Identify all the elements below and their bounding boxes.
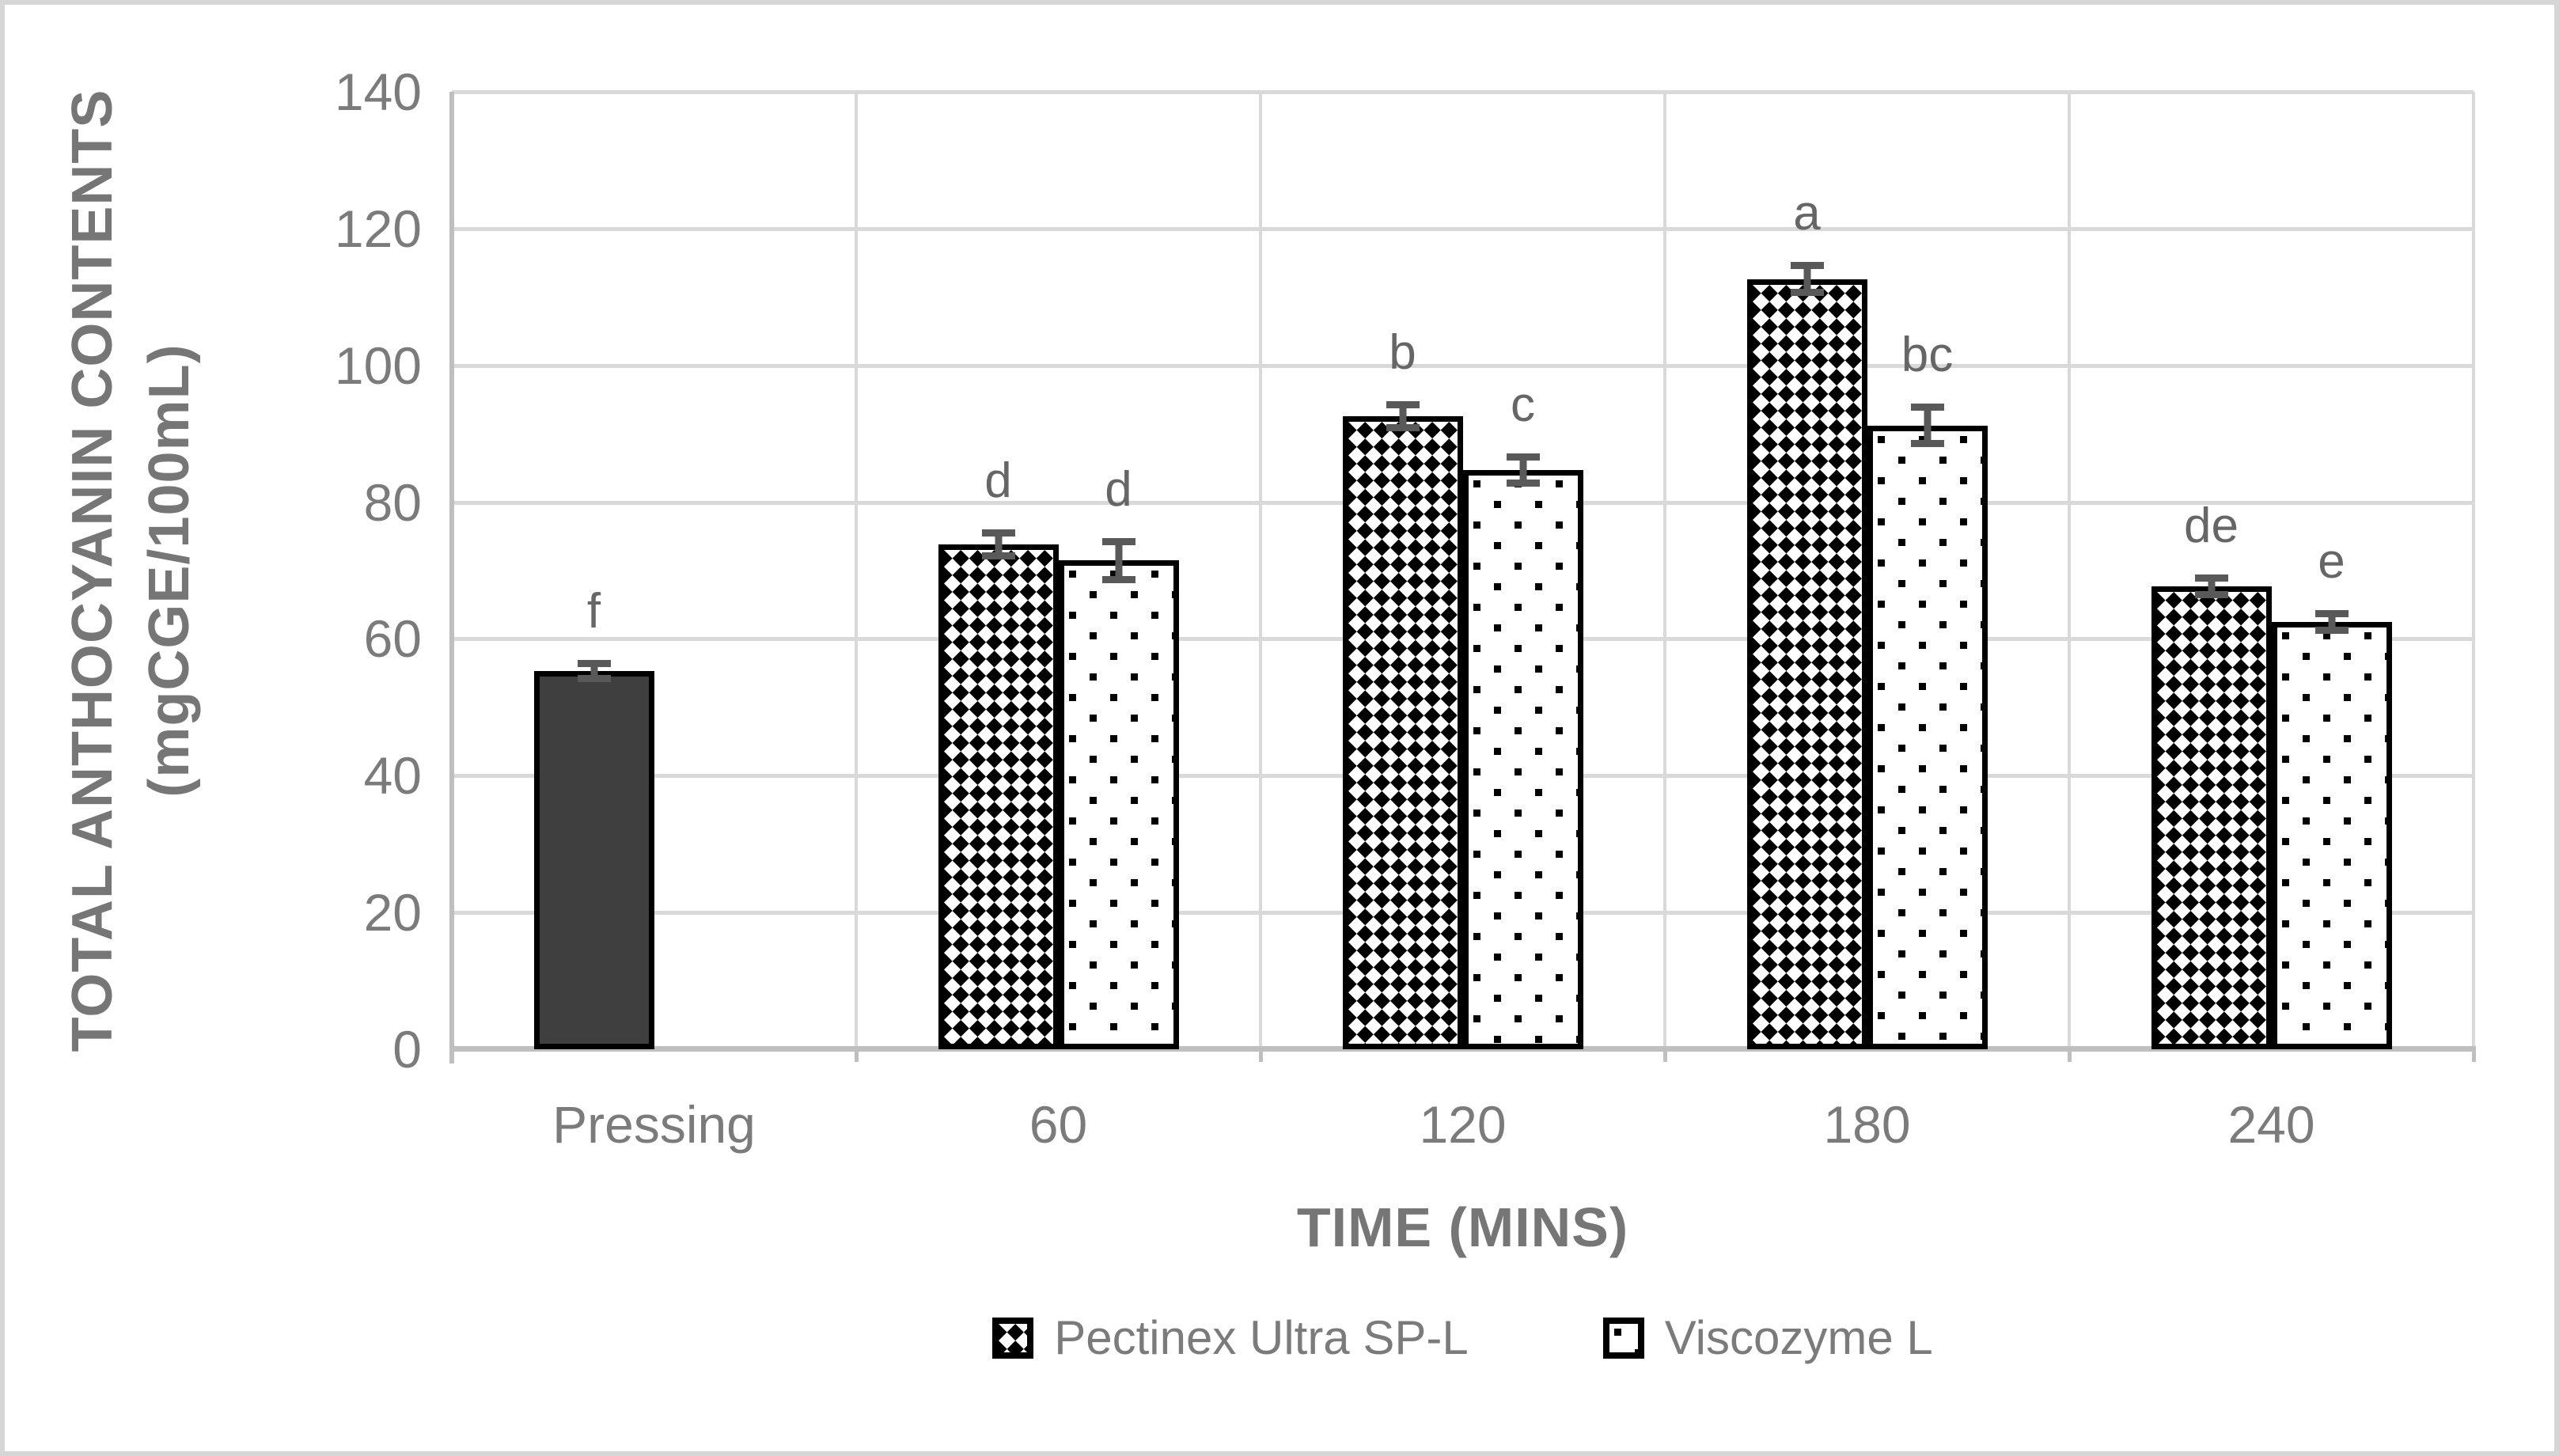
- legend-item-pectinex: Pectinex Ultra SP-L: [992, 1314, 1469, 1362]
- bar-120-1: [1462, 470, 1583, 1049]
- vgridline: [855, 92, 858, 1049]
- axis-tick: [450, 1049, 454, 1062]
- x-tick-label: Pressing: [552, 1095, 756, 1154]
- error-bar: [1101, 537, 1135, 583]
- error-bar: [2194, 574, 2228, 598]
- y-tick-label: 40: [363, 746, 422, 806]
- hgridline: [452, 363, 2474, 368]
- significance-letter: d: [1105, 461, 1132, 517]
- axis-tick: [1663, 1049, 1667, 1062]
- significance-letter: f: [586, 584, 601, 639]
- y-axis-title-line1: TOTAL ANTHOCYANIN CONTENTS: [60, 89, 124, 1052]
- legend-item-viscozyme: Viscozyme L: [1602, 1311, 1933, 1364]
- y-axis-line: [449, 92, 454, 1064]
- significance-letter: b: [1389, 324, 1416, 380]
- y-tick-label: 120: [334, 199, 422, 258]
- bar-180-1: [1867, 426, 1988, 1049]
- axis-tick: [855, 1049, 859, 1062]
- error-bar: [1790, 262, 1824, 297]
- plot-area: f d d b c a bc de e: [449, 90, 2476, 1064]
- error-bar: [1386, 400, 1420, 431]
- y-tick-label: 80: [363, 472, 422, 532]
- x-tick-label: 120: [1419, 1095, 1507, 1154]
- vgridline: [2472, 92, 2475, 1049]
- error-bar: [1910, 404, 1944, 448]
- y-tick-label: 100: [334, 336, 422, 395]
- legend-label-pectinex: Pectinex Ultra SP-L: [1054, 1311, 1469, 1364]
- significance-letter: bc: [1901, 328, 1954, 383]
- legend-swatch-dots-pattern-icon: [1602, 1318, 1644, 1359]
- bar-60-0: [938, 544, 1059, 1049]
- y-tick-label: 20: [363, 883, 422, 942]
- axis-tick: [1259, 1049, 1263, 1062]
- bar-240-1: [2271, 622, 2392, 1049]
- error-bar: [981, 529, 1015, 560]
- bar-60-1: [1058, 560, 1179, 1049]
- significance-letter: e: [2318, 534, 2345, 590]
- bar-120-0: [1342, 416, 1463, 1049]
- legend: Pectinex Ultra SP-L Viscozyme L: [452, 1314, 2474, 1362]
- legend-swatch-diamond-pattern-icon: [992, 1318, 1034, 1359]
- hgridline: [452, 90, 2474, 94]
- axis-tick: [2472, 1049, 2476, 1062]
- error-bar: [1506, 453, 1540, 487]
- y-tick-label: 0: [392, 1020, 422, 1079]
- bar-pressing-0: [533, 671, 654, 1049]
- y-axis-title: TOTAL ANTHOCYANIN CONTENTS (mgCGE/100mL): [44, 89, 218, 1052]
- vgridline: [1259, 92, 1262, 1049]
- error-bar: [2314, 610, 2349, 634]
- y-tick-label: 140: [334, 63, 422, 121]
- x-tick-label: 180: [1823, 1095, 1911, 1154]
- y-axis-title-line2: (mgCGE/100mL): [138, 343, 201, 798]
- vgridline: [1663, 92, 1666, 1049]
- legend-label-viscozyme: Viscozyme L: [1664, 1311, 1933, 1364]
- axis-tick: [2068, 1049, 2072, 1062]
- x-axis-title: TIME (MINS): [1296, 1196, 1629, 1258]
- y-tick-label: 60: [363, 609, 422, 669]
- significance-letter: d: [984, 453, 1012, 509]
- bar-240-0: [2151, 586, 2272, 1049]
- significance-letter: c: [1511, 377, 1535, 433]
- error-bar: [577, 660, 611, 682]
- bar-180-0: [1746, 279, 1867, 1049]
- vgridline: [2068, 92, 2071, 1049]
- significance-letter: a: [1793, 186, 1821, 241]
- hgridline: [452, 226, 2474, 231]
- x-tick-label: 240: [2227, 1095, 2315, 1154]
- x-tick-label: 60: [1029, 1095, 1088, 1154]
- significance-letter: de: [2184, 499, 2239, 554]
